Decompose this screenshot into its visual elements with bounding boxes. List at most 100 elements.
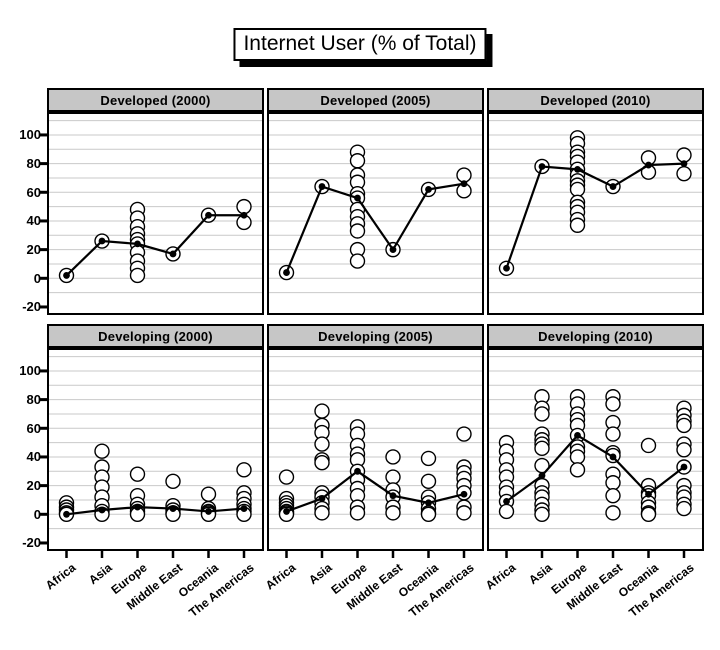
mean-point <box>318 183 326 190</box>
scatter-point <box>165 473 181 490</box>
mean-point <box>354 467 361 475</box>
scatter-point <box>676 417 692 434</box>
y-axis-label: 0 <box>33 270 41 286</box>
mean-line <box>505 434 685 503</box>
panel-border <box>487 348 704 551</box>
panel-border <box>47 348 264 551</box>
mean-point <box>425 186 432 193</box>
mean-point <box>538 163 546 170</box>
scatter-point <box>569 462 586 478</box>
mean-point <box>134 503 141 511</box>
scatter-point <box>314 403 330 419</box>
scatter-point <box>385 505 401 521</box>
mean-line <box>66 506 245 516</box>
mean-point <box>460 490 468 498</box>
scatter-point <box>676 442 692 458</box>
panel-plot <box>40 112 264 315</box>
mean-point <box>609 183 617 190</box>
scatter-point <box>236 198 252 215</box>
y-axis-label: 100 <box>19 127 41 143</box>
mean-point <box>460 180 468 188</box>
panel-border <box>487 112 704 315</box>
mean-point <box>389 492 397 500</box>
scatter-point <box>385 469 401 485</box>
y-axis-label: 100 <box>19 363 41 379</box>
mean-point <box>318 495 326 502</box>
scatter-point <box>640 437 657 454</box>
scatter-point <box>569 449 586 465</box>
y-axis-label: 80 <box>26 392 41 408</box>
scatter-point <box>640 506 657 522</box>
scatter-point <box>129 267 146 284</box>
scatter-point <box>534 406 550 422</box>
scatter-point <box>605 505 621 521</box>
mean-point <box>354 194 361 202</box>
panel-header: Developing (2010) <box>487 324 704 348</box>
mean-point <box>169 250 177 258</box>
mean-line <box>65 214 244 277</box>
mean-point <box>680 463 688 471</box>
panel-border <box>47 112 264 315</box>
mean-point <box>240 505 248 512</box>
mean-point <box>205 508 212 515</box>
mean-point <box>645 490 652 498</box>
scatter-point <box>456 426 472 442</box>
panel-plot <box>487 112 704 315</box>
panel-plot <box>487 348 704 558</box>
scatter-point <box>278 469 295 485</box>
y-axis-label: 20 <box>26 242 41 258</box>
scatter-point <box>456 167 472 183</box>
scatter-point <box>676 147 692 163</box>
panel-header: Developed (2005) <box>267 88 484 112</box>
y-axis-label: 40 <box>26 449 41 465</box>
mean-point <box>169 505 177 512</box>
scatter-point <box>569 181 586 198</box>
scatter-point <box>314 505 330 521</box>
mean-point <box>425 499 432 507</box>
mean-point <box>98 237 106 245</box>
mean-point <box>98 506 106 514</box>
scatter-point <box>420 450 437 467</box>
scatter-point <box>314 436 330 452</box>
scatter-point <box>569 217 586 233</box>
x-axis-label: Africa <box>263 560 299 593</box>
scatter-point <box>129 466 146 482</box>
mean-point <box>609 453 617 461</box>
y-axis-label: 60 <box>26 184 41 200</box>
mean-point <box>503 264 510 272</box>
scatter-point <box>420 473 437 490</box>
scatter-point <box>385 449 401 465</box>
scatter-point <box>349 253 366 269</box>
scatter-point <box>534 506 550 522</box>
scatter-point <box>605 475 621 491</box>
mean-point <box>134 240 141 248</box>
scatter-point <box>420 506 437 522</box>
scatter-point <box>605 487 621 504</box>
y-axis-label: 0 <box>33 506 41 522</box>
panel-header: Developed (2010) <box>487 88 704 112</box>
panel-border <box>267 112 484 315</box>
scatter-point <box>605 426 621 442</box>
scatter-point <box>676 500 692 517</box>
mean-point <box>389 246 397 254</box>
panel-header: Developing (2005) <box>267 324 484 348</box>
panel-plot <box>267 112 484 315</box>
scatter-point <box>605 396 621 412</box>
mean-point <box>205 211 212 219</box>
scatter-point <box>534 440 550 457</box>
chart-title: Internet User (% of Total) <box>233 28 487 61</box>
scatter-point <box>456 505 472 521</box>
scatter-point <box>94 443 110 459</box>
mean-line <box>286 469 465 513</box>
scatter-point <box>676 165 692 182</box>
mean-line <box>285 182 465 273</box>
mean-point <box>63 272 70 279</box>
mean-point <box>574 165 581 173</box>
y-axis-label: 40 <box>26 213 41 229</box>
mean-point <box>503 497 510 505</box>
scatter-point <box>498 503 515 520</box>
mean-point <box>283 269 290 276</box>
mean-line <box>505 162 685 269</box>
scatter-point <box>200 486 217 502</box>
